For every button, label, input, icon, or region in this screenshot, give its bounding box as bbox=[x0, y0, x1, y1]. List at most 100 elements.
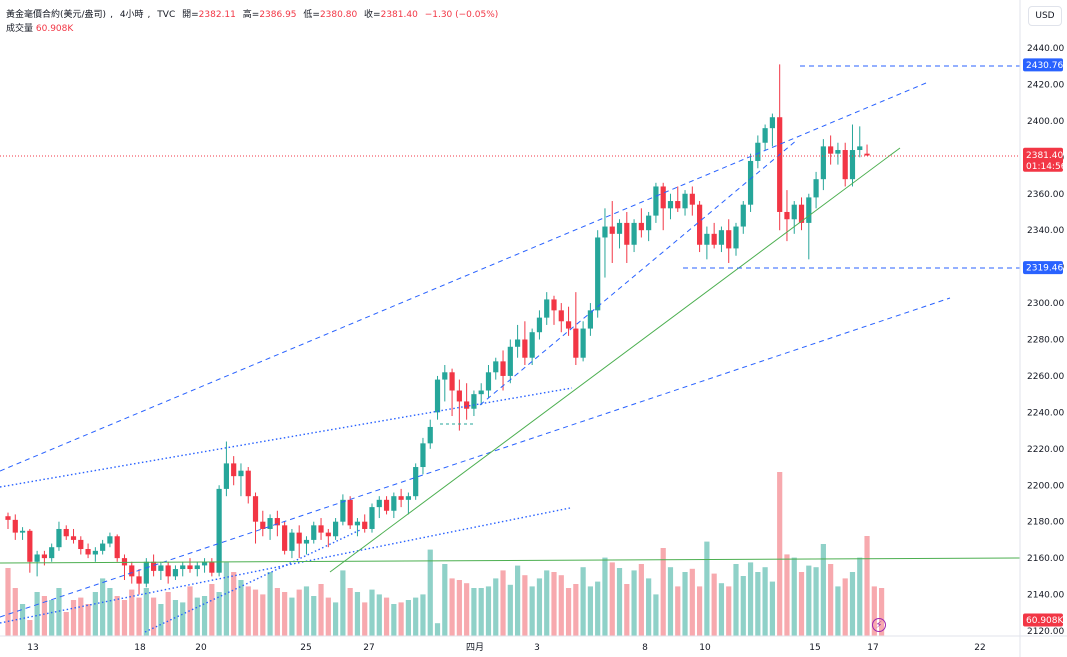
candle bbox=[158, 561, 164, 580]
volume-bar bbox=[624, 584, 630, 636]
y-tick-label: 2260.00 bbox=[1027, 372, 1064, 382]
volume-bar bbox=[194, 597, 200, 636]
candle bbox=[114, 534, 120, 562]
candle bbox=[449, 368, 455, 417]
candle bbox=[187, 558, 193, 573]
channel-mid-line[interactable] bbox=[479, 139, 798, 406]
volume-bar bbox=[558, 575, 564, 636]
chart-header: 黃金毫價合約(美元/盎司), 4小時, TVC 開=2382.11 高=2386… bbox=[6, 10, 499, 20]
close-label: 收=2381.40 bbox=[364, 10, 418, 20]
candle bbox=[820, 139, 826, 191]
volume-bar bbox=[340, 570, 346, 636]
candle bbox=[747, 153, 754, 212]
drawings bbox=[0, 65, 1021, 633]
candle bbox=[689, 186, 695, 216]
volume-bar bbox=[92, 592, 98, 636]
candle bbox=[78, 536, 84, 555]
candle bbox=[136, 569, 142, 595]
candle bbox=[383, 496, 390, 515]
volume-bar bbox=[573, 584, 579, 636]
volume-bar bbox=[616, 568, 623, 636]
dotted-trendline-2[interactable] bbox=[0, 507, 571, 624]
volume-bar bbox=[871, 586, 877, 636]
volume-bar bbox=[602, 557, 608, 636]
candle bbox=[500, 350, 506, 391]
volume-bar bbox=[245, 586, 251, 636]
volume-bar bbox=[311, 596, 317, 636]
candle bbox=[697, 201, 703, 253]
volume-bar bbox=[769, 581, 775, 636]
x-tick-label: 25 bbox=[300, 643, 311, 653]
candle bbox=[165, 561, 171, 584]
candle bbox=[238, 463, 244, 497]
x-tick-label: 22 bbox=[974, 643, 985, 653]
candle bbox=[485, 365, 492, 398]
volume-bar bbox=[391, 604, 397, 636]
volume-bar bbox=[689, 568, 695, 636]
interval[interactable]: 4小時 bbox=[119, 10, 144, 20]
volume-bar bbox=[260, 594, 266, 636]
candle bbox=[201, 558, 208, 573]
candle bbox=[56, 521, 62, 551]
candle bbox=[413, 463, 419, 500]
volume-bar bbox=[740, 576, 746, 636]
volume-bar bbox=[5, 568, 11, 636]
candle bbox=[354, 518, 361, 537]
candle bbox=[798, 197, 805, 231]
volume-bar bbox=[19, 604, 26, 636]
change-value: −1.30 (−0.05%) bbox=[424, 10, 499, 20]
y-tick-label: 2280.00 bbox=[1027, 336, 1064, 346]
volume-bar bbox=[354, 592, 361, 636]
volume-bar bbox=[660, 548, 666, 636]
volume-bar bbox=[12, 588, 18, 636]
candle bbox=[704, 226, 710, 260]
volume-bar bbox=[828, 564, 834, 636]
dotted-trendline-1[interactable] bbox=[0, 387, 573, 488]
candle bbox=[369, 503, 375, 533]
volume-bar bbox=[318, 584, 324, 636]
volume-bar bbox=[369, 589, 375, 636]
horizontal-level-2160[interactable] bbox=[0, 557, 1021, 564]
candle bbox=[813, 171, 819, 209]
open-label: 開=2382.11 bbox=[182, 10, 236, 20]
candle bbox=[609, 201, 615, 263]
y-tick-label: 2120.00 bbox=[1027, 627, 1064, 637]
volume-bar bbox=[376, 594, 382, 636]
candle bbox=[580, 321, 586, 362]
y-tick-label: 2420.00 bbox=[1027, 80, 1064, 90]
candle bbox=[180, 561, 186, 577]
flash-icon[interactable]: ⚡ bbox=[872, 618, 886, 632]
volume-bar bbox=[114, 596, 120, 636]
volume-bar bbox=[544, 570, 550, 636]
candle bbox=[835, 142, 841, 165]
candle bbox=[318, 518, 324, 540]
volume-bar bbox=[158, 604, 164, 636]
candle bbox=[405, 492, 411, 515]
x-tick-label: 15 bbox=[809, 643, 820, 653]
volume-bar bbox=[201, 596, 208, 636]
candle bbox=[587, 303, 593, 336]
volume-bar bbox=[835, 586, 841, 636]
candle bbox=[260, 510, 266, 537]
y-tick-label: 2340.00 bbox=[1027, 226, 1064, 236]
channel-upper-line[interactable] bbox=[0, 82, 927, 472]
candle bbox=[660, 182, 666, 231]
candle bbox=[624, 211, 630, 263]
volume-bar bbox=[682, 572, 688, 636]
y-tick-label: 2140.00 bbox=[1027, 591, 1064, 601]
symbol-name[interactable]: 黃金毫價合約(美元/盎司) bbox=[6, 10, 107, 20]
candle bbox=[391, 492, 397, 519]
candle bbox=[631, 219, 637, 253]
candle bbox=[828, 135, 834, 165]
candle bbox=[616, 219, 623, 249]
support-trendline[interactable] bbox=[329, 147, 901, 573]
currency-button[interactable]: USD bbox=[1028, 6, 1062, 26]
high-label: 高=2386.95 bbox=[242, 10, 297, 20]
volume-bar bbox=[231, 572, 237, 636]
volume-bar bbox=[755, 572, 761, 636]
volume-bar bbox=[529, 586, 535, 636]
volume-bar bbox=[456, 580, 462, 636]
volume-bar bbox=[333, 602, 339, 636]
